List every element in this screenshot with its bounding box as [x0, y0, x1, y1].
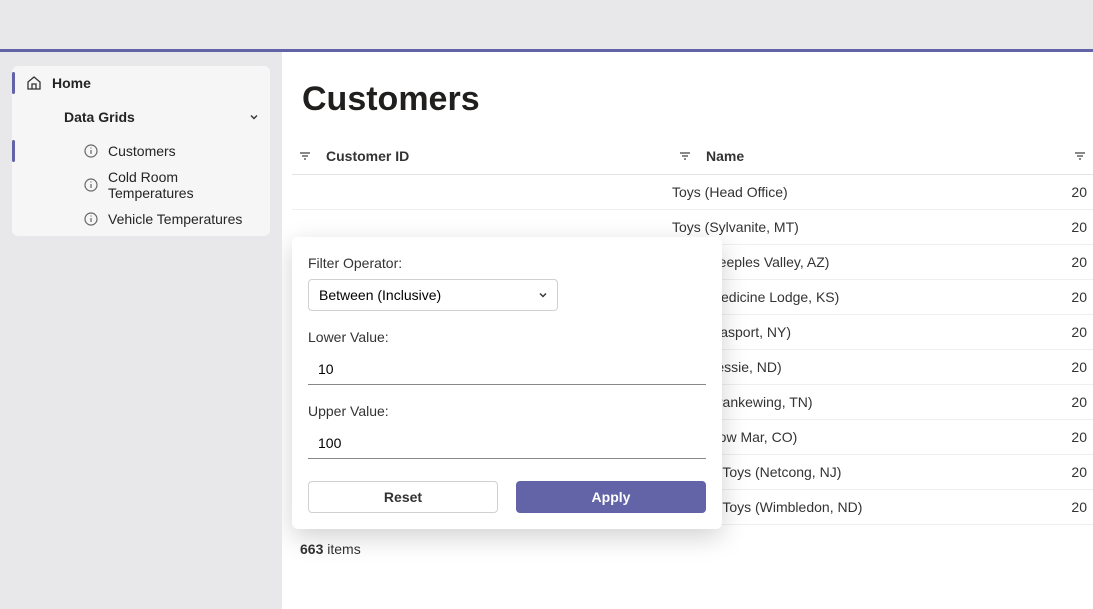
lower-label: Lower Value:	[308, 329, 706, 345]
cell-name: Toys (Gasport, NY)	[672, 324, 1053, 340]
sidebar-item-label: Data Grids	[64, 109, 135, 125]
chevron-down-icon	[248, 111, 260, 123]
column-header-id[interactable]: Customer ID	[292, 137, 672, 174]
popover-actions: Reset Apply	[308, 481, 706, 513]
sidebar-item-label: Vehicle Temperatures	[108, 211, 242, 227]
cell-name: Toys (Medicine Lodge, KS)	[672, 289, 1053, 305]
page-title: Customers	[292, 80, 1093, 137]
cell-right: 20	[1053, 324, 1093, 340]
upper-label: Upper Value:	[308, 403, 706, 419]
upper-value-input[interactable]	[308, 427, 706, 459]
cell-right: 20	[1053, 359, 1093, 375]
cell-name: Toys (Frankewing, TN)	[672, 394, 1053, 410]
sidebar-item-customers[interactable]: Customers	[12, 134, 270, 168]
sidebar-item-label: Customers	[108, 143, 176, 159]
column-label: Name	[706, 148, 744, 164]
info-icon	[84, 212, 98, 226]
operator-label: Filter Operator:	[308, 255, 706, 271]
column-header-right[interactable]	[1053, 137, 1093, 174]
reset-button[interactable]: Reset	[308, 481, 498, 513]
sidebar-item-vehicle[interactable]: Vehicle Temperatures	[12, 202, 270, 236]
cell-name: Tailspin Toys (Wimbledon, ND)	[672, 499, 1053, 515]
sidebar-group: Home Data Grids Customers Cold Room Temp…	[12, 66, 270, 236]
operator-select[interactable]: Between (Inclusive)	[308, 279, 558, 311]
home-icon	[26, 75, 42, 91]
cell-name: Toys (Head Office)	[672, 184, 1053, 200]
sidebar-item-cold-room[interactable]: Cold Room Temperatures	[12, 168, 270, 202]
info-icon	[84, 144, 98, 158]
sidebar-item-data-grids[interactable]: Data Grids	[12, 100, 270, 134]
item-count: 663	[300, 541, 323, 557]
cell-right: 20	[1053, 499, 1093, 515]
cell-right: 20	[1053, 184, 1093, 200]
cell-name: Toys (Bow Mar, CO)	[672, 429, 1053, 445]
lower-value-input[interactable]	[308, 353, 706, 385]
cell-right: 20	[1053, 464, 1093, 480]
main-content: Customers Customer ID Name	[282, 52, 1093, 609]
sidebar: Home Data Grids Customers Cold Room Temp…	[0, 52, 282, 609]
cell-right: 20	[1053, 219, 1093, 235]
cell-right: 20	[1053, 254, 1093, 270]
filter-popover: Filter Operator: Between (Inclusive) Low…	[292, 237, 722, 529]
column-label: Customer ID	[326, 148, 409, 164]
table-row[interactable]: Toys (Head Office)20	[292, 175, 1093, 210]
grid-header: Customer ID Name	[292, 137, 1093, 175]
cell-right: 20	[1053, 429, 1093, 445]
cell-right: 20	[1053, 394, 1093, 410]
operator-value: Between (Inclusive)	[319, 287, 441, 303]
cell-name: Toys (Sylvanite, MT)	[672, 219, 1053, 235]
layout: Home Data Grids Customers Cold Room Temp…	[0, 52, 1093, 609]
sidebar-item-label: Home	[52, 75, 91, 91]
sidebar-item-label: Cold Room Temperatures	[108, 169, 260, 201]
filter-icon[interactable]	[1073, 149, 1087, 163]
sidebar-item-home[interactable]: Home	[12, 66, 270, 100]
cell-right: 20	[1053, 289, 1093, 305]
cell-name: Toys (Jessie, ND)	[672, 359, 1053, 375]
items-label: items	[327, 541, 360, 557]
chevron-down-icon	[537, 289, 549, 301]
cell-name: Toys (Peeples Valley, AZ)	[672, 254, 1053, 270]
info-icon	[84, 178, 98, 192]
filter-icon[interactable]	[678, 149, 692, 163]
top-bar	[0, 0, 1093, 52]
grid-footer: 663 items	[292, 525, 1093, 557]
filter-icon[interactable]	[298, 149, 312, 163]
cell-name: Tailspin Toys (Netcong, NJ)	[672, 464, 1053, 480]
apply-button[interactable]: Apply	[516, 481, 706, 513]
column-header-name[interactable]: Name	[672, 137, 1053, 174]
